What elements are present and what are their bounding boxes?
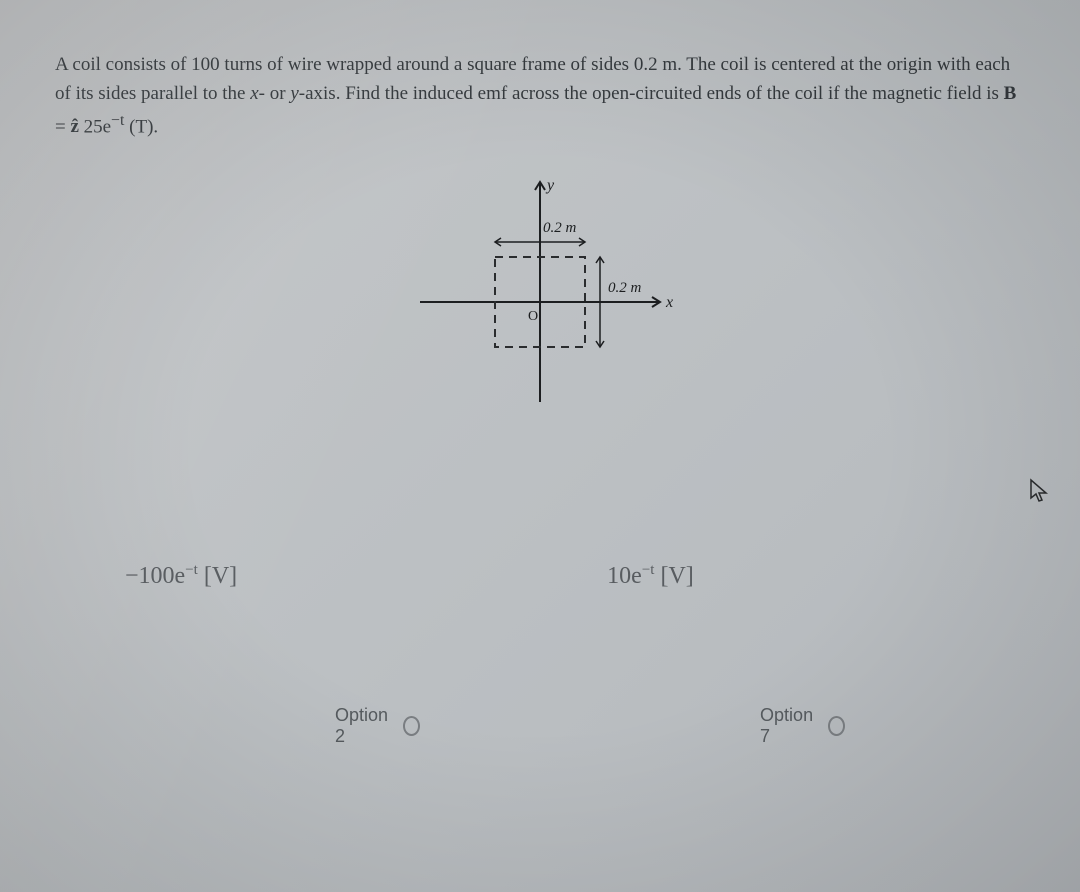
question-p3: -axis. Find the induced emf across the o… — [299, 83, 1004, 104]
option-left-suffix: [V] — [198, 563, 237, 589]
y-axis-label: y — [545, 177, 555, 194]
option-2-radio[interactable] — [403, 716, 420, 736]
question-p2: - or — [259, 83, 291, 104]
buttons-row: Option 2 Option 7 — [55, 705, 1025, 747]
options-row: −100e−t [V] 10e−t [V] — [55, 562, 1025, 590]
question-unit: (T). — [124, 116, 158, 137]
option-2-label: Option 2 — [335, 705, 391, 747]
option-7-button[interactable]: Option 7 — [760, 705, 845, 747]
question-eq: = — [55, 116, 70, 137]
z-hat-symbol: ẑ — [70, 116, 78, 137]
origin-label: O — [528, 309, 538, 324]
question-exp: −t — [111, 112, 124, 129]
question-B: B — [1004, 83, 1017, 104]
option-right-exp: −t — [642, 562, 655, 578]
option-left-text: −100e−t [V] — [125, 562, 237, 590]
coil-diagram: y x 0.2 m 0.2 m O — [380, 172, 700, 432]
top-side-label: 0.2 m — [543, 220, 577, 236]
right-side-label: 0.2 m — [608, 280, 642, 296]
question-text: A coil consists of 100 turns of wire wra… — [55, 50, 1025, 142]
cursor-icon — [1028, 478, 1050, 504]
option-right-text: 10e−t [V] — [607, 562, 694, 590]
option-7-label: Option 7 — [760, 705, 816, 747]
question-coef: 25e — [79, 116, 111, 137]
option-left-exp: −t — [185, 562, 198, 578]
question-x-axis: x — [250, 83, 258, 104]
option-right-prefix: 10e — [607, 563, 642, 589]
option-2-button[interactable]: Option 2 — [335, 705, 420, 747]
question-y-axis: y — [290, 83, 298, 104]
option-left-prefix: −100e — [125, 563, 185, 589]
option-right-suffix: [V] — [654, 563, 693, 589]
diagram-area: y x 0.2 m 0.2 m O — [55, 172, 1025, 432]
option-7-radio[interactable] — [828, 716, 845, 736]
x-axis-label: x — [665, 294, 673, 311]
